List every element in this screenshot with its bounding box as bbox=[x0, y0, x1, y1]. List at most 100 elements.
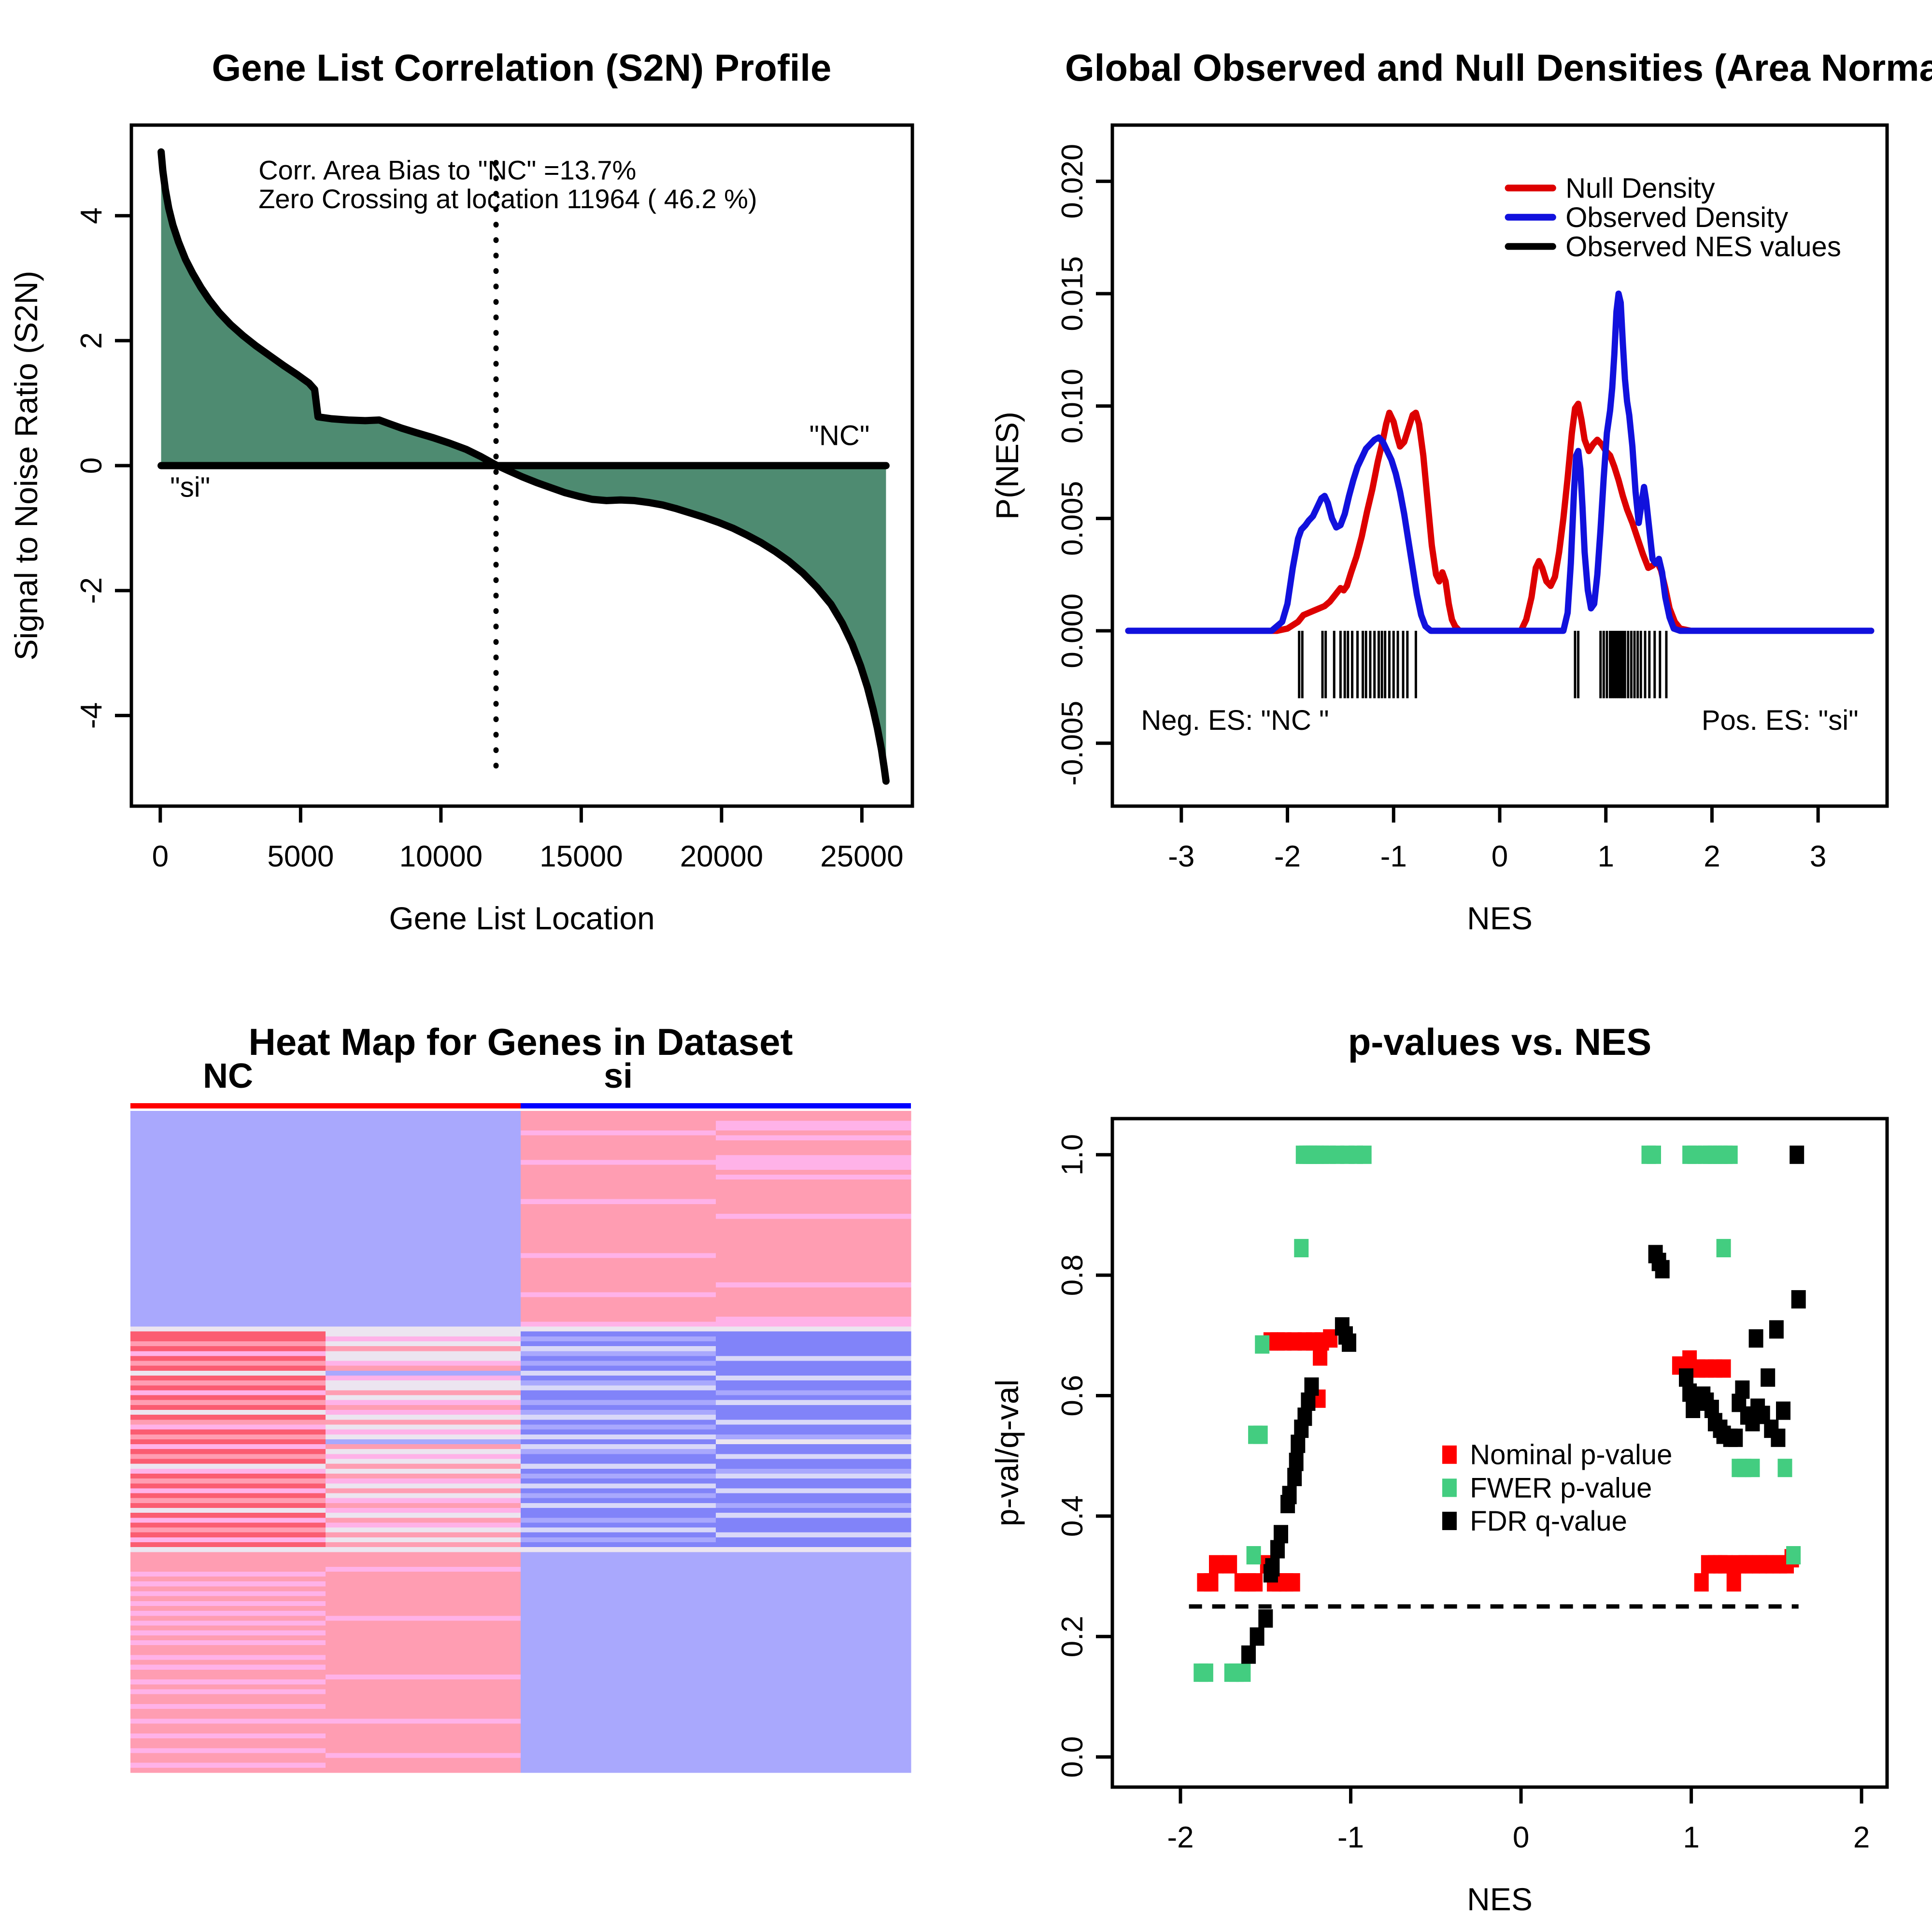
heatmap-cell bbox=[716, 1376, 911, 1381]
nominal-p-point bbox=[1209, 1555, 1223, 1574]
heatmap-cell bbox=[521, 1121, 716, 1126]
heatmap-cell bbox=[716, 1150, 911, 1155]
heatmap-cell bbox=[716, 1449, 911, 1454]
heatmap-cell bbox=[130, 1199, 326, 1205]
heatmap-cell bbox=[326, 1596, 521, 1602]
heatmap-cell bbox=[716, 1635, 911, 1641]
heatmap-cell bbox=[130, 1748, 326, 1753]
heatmap-cell bbox=[521, 1527, 716, 1533]
y-tick-label: 0.015 bbox=[1056, 256, 1089, 331]
heatmap-cell bbox=[716, 1312, 911, 1317]
heatmap-cell bbox=[716, 1243, 911, 1249]
heatmap-cell bbox=[716, 1463, 911, 1469]
heatmap-cell bbox=[716, 1557, 911, 1563]
heatmap-cell bbox=[716, 1630, 911, 1636]
heatmap-cell bbox=[130, 1326, 326, 1332]
heatmap-cell bbox=[716, 1444, 911, 1449]
heatmap-cell bbox=[130, 1503, 326, 1508]
heatmap-cell bbox=[521, 1767, 716, 1773]
heatmap-cell bbox=[716, 1248, 911, 1253]
heatmap-cell bbox=[130, 1130, 326, 1136]
heatmap-cell bbox=[326, 1557, 521, 1563]
fdr-q-point bbox=[1791, 1290, 1806, 1309]
heatmap-cell bbox=[521, 1493, 716, 1499]
heatmap-cell bbox=[521, 1390, 716, 1396]
fwer-p-point bbox=[1357, 1145, 1372, 1164]
nominal-p-point bbox=[1718, 1555, 1733, 1574]
fwer-p-point bbox=[1745, 1459, 1760, 1477]
heatmap-cell bbox=[716, 1336, 911, 1342]
heatmap-cell bbox=[716, 1267, 911, 1273]
heatmap-cell bbox=[716, 1562, 911, 1567]
y-tick-label: 0.0 bbox=[1056, 1736, 1089, 1778]
heatmap-cell bbox=[130, 1552, 326, 1557]
heatmap-cell bbox=[716, 1434, 911, 1440]
heatmap-cell bbox=[716, 1488, 911, 1494]
fdr-q-point bbox=[1265, 1558, 1280, 1577]
heatmap-cell bbox=[326, 1160, 521, 1165]
heatmap-cell bbox=[521, 1405, 716, 1410]
heatmap-cell bbox=[326, 1581, 521, 1587]
heatmap-cell bbox=[716, 1307, 911, 1312]
heatmap-cell bbox=[521, 1581, 716, 1587]
y-tick-label: -4 bbox=[75, 702, 108, 729]
heatmap-cell bbox=[716, 1547, 911, 1552]
heatmap-cell bbox=[716, 1415, 911, 1420]
heatmap-cell bbox=[130, 1601, 326, 1606]
heatmap-cell bbox=[521, 1669, 716, 1675]
heatmap-cell bbox=[130, 1459, 326, 1464]
heatmap-cell bbox=[716, 1169, 911, 1175]
heatmap-cell bbox=[130, 1209, 326, 1214]
fdr-q-point bbox=[1655, 1260, 1670, 1279]
heatmap-cell bbox=[716, 1125, 911, 1131]
heatmap-cell bbox=[521, 1135, 716, 1141]
heatmap-cell bbox=[130, 1743, 326, 1748]
heatmap-cell bbox=[326, 1640, 521, 1646]
heatmap-cell bbox=[326, 1483, 521, 1489]
heatmap-cell bbox=[130, 1522, 326, 1528]
heatmap-cell bbox=[130, 1405, 326, 1410]
heatmap-cell bbox=[130, 1611, 326, 1616]
heatmap-cell bbox=[521, 1272, 716, 1278]
heatmap-cell bbox=[326, 1317, 521, 1322]
heatmap-cell bbox=[326, 1620, 521, 1626]
heatmap-cell bbox=[130, 1346, 326, 1351]
heatmap-cell bbox=[521, 1635, 716, 1641]
heatmap-cell bbox=[326, 1150, 521, 1155]
heatmap-cell bbox=[521, 1111, 716, 1116]
fdr-q-point bbox=[1342, 1333, 1356, 1352]
heatmap-cell bbox=[130, 1361, 326, 1366]
heatmap-cell bbox=[521, 1675, 716, 1680]
y-tick-label: 0.000 bbox=[1056, 593, 1089, 668]
pos-phenotype-label: "si" bbox=[170, 472, 210, 503]
heatmap-cell bbox=[716, 1400, 911, 1406]
density-panel-title: Global Observed and Null Densities (Area… bbox=[1065, 46, 1932, 89]
heatmap-cell bbox=[521, 1562, 716, 1567]
heatmap-cell bbox=[326, 1321, 521, 1327]
heatmap-cell bbox=[326, 1704, 521, 1709]
heatmap-cell bbox=[130, 1390, 326, 1396]
heatmap-cell bbox=[130, 1165, 326, 1170]
y-tick-label: -0.005 bbox=[1056, 701, 1089, 786]
heatmap-cell bbox=[521, 1278, 716, 1283]
heatmap-cell bbox=[130, 1444, 326, 1449]
heatmap-cell bbox=[716, 1591, 911, 1597]
heatmap-cell bbox=[521, 1522, 716, 1528]
heatmap-cell bbox=[130, 1669, 326, 1675]
fdr-q-point bbox=[1776, 1401, 1790, 1420]
s2n-panel-title: Gene List Correlation (S2N) Profile bbox=[212, 46, 832, 89]
heatmap-cell bbox=[716, 1586, 911, 1592]
heatmap-cell bbox=[130, 1719, 326, 1724]
s2n-curve bbox=[157, 148, 890, 785]
heatmap-cell bbox=[521, 1459, 716, 1464]
heatmap-cell bbox=[521, 1474, 716, 1479]
heatmap-cell bbox=[521, 1478, 716, 1484]
heatmap-cell bbox=[716, 1184, 911, 1190]
legend-square-swatch bbox=[1442, 1511, 1457, 1530]
heatmap-cell bbox=[326, 1694, 521, 1700]
heatmap-cell bbox=[130, 1292, 326, 1298]
fdr-q-point bbox=[1771, 1428, 1786, 1447]
legend-square-swatch bbox=[1442, 1478, 1457, 1497]
heatmap-cell bbox=[716, 1326, 911, 1332]
heatmap-cell bbox=[326, 1669, 521, 1675]
